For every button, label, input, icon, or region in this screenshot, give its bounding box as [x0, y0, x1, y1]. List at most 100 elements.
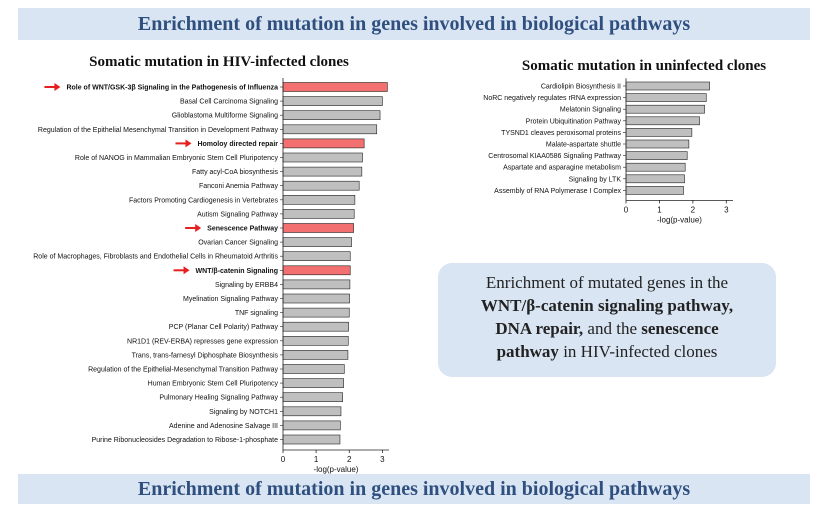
category-label-0-15: Myelination Signaling Pathway — [183, 296, 278, 303]
category-label-1-7: Aspartate and asparagine metabolism — [503, 165, 621, 172]
callout-and: and the — [583, 319, 642, 338]
category-label-0-6: Fatty acyl-CoA biosynthesis — [192, 169, 278, 176]
category-label-0-9: Autism Signaling Pathway — [197, 211, 278, 218]
callout-dna-repair: DNA repair, — [495, 319, 584, 338]
highlight-arrow-0 — [44, 83, 61, 91]
category-label-0-1: Basal Cell Carcinoma Signaling — [180, 99, 278, 106]
category-label-0-4: Homoloy directed repair — [197, 141, 278, 148]
category-label-0-0: Role of WNT/GSK-3β Signaling in the Path… — [66, 85, 278, 92]
bottom-banner: Enrichment of mutation in genes involved… — [18, 474, 810, 504]
x-axis-label-0: -log(p-value) — [314, 465, 359, 474]
hiv-chart-title: Somatic mutation in HIV-infected clones — [89, 54, 349, 70]
x-tick-label-0-0: 0 — [281, 455, 286, 464]
category-label-1-4: TYSND1 cleaves peroxisomal proteins — [501, 130, 621, 137]
bar-0-6 — [282, 166, 363, 177]
bar-0-13 — [282, 265, 351, 276]
x-tick-label-0-1: 1 — [314, 455, 319, 464]
category-label-0-8: Factors Promoting Cardiogenesis in Verte… — [129, 197, 279, 204]
category-label-1-8: Signaling by LTK — [569, 176, 622, 183]
bar-0-14 — [282, 279, 351, 290]
x-tick-label-0-2: 2 — [347, 455, 352, 464]
bar-0-10 — [282, 223, 354, 233]
category-label-1-1: NoRC negatively regulates rRNA expressio… — [483, 95, 621, 102]
category-label-0-18: NR1D1 (REV-ERBA) represses gene expressi… — [127, 338, 278, 345]
category-label-0-11: Ovarian Cancer Signaling — [198, 240, 278, 247]
x-tick-label-1-1: 1 — [657, 205, 662, 214]
bar-0-3 — [282, 124, 378, 135]
category-label-0-3: Regulation of the Epithelial Mesenchymal… — [38, 127, 279, 134]
category-label-0-25: Purine Ribonucleosides Degradation to Ri… — [92, 437, 279, 444]
category-label-0-16: TNF signaling — [235, 310, 278, 317]
bar-0-5 — [282, 152, 363, 163]
category-label-1-0: Cardiolipin Biosynthesis II — [541, 84, 621, 91]
bar-0-4 — [282, 138, 365, 149]
summary-callout: Enrichment of mutated genes in the WNT/β… — [438, 263, 776, 377]
uninfected-chart: Cardiolipin Biosynthesis II NoRC negative… — [483, 78, 733, 224]
x-tick-label-1-3: 3 — [724, 205, 729, 214]
x-tick-label-1-0: 0 — [624, 205, 629, 214]
bar-1-6 — [625, 151, 688, 160]
bar-0-12 — [282, 251, 351, 261]
category-label-0-12: Role of Macrophages, Fibroblasts and End… — [33, 254, 278, 261]
category-label-0-17: PCP (Planar Cell Polarity) Pathway — [169, 324, 279, 331]
bar-0-8 — [282, 195, 356, 205]
category-label-0-7: Fanconi Anemia Pathway — [199, 183, 278, 190]
bar-0-2 — [282, 110, 381, 120]
category-label-0-21: Human Embryonic Stem Cell Pluripotency — [148, 381, 279, 388]
category-label-1-9: Assembly of RNA Polymerase I Complex — [494, 188, 621, 195]
category-label-0-19: Trans, trans-farnesyl Diphosphate Biosyn… — [132, 352, 279, 359]
callout-senescence: senescence — [641, 319, 719, 338]
bar-0-19 — [282, 350, 349, 360]
uninfected-chart-title: Somatic mutation in uninfected clones — [522, 58, 766, 74]
bar-1-1 — [625, 93, 707, 102]
bar-1-4 — [625, 128, 693, 137]
bar-0-21 — [282, 378, 344, 388]
callout-tail: in HIV-infected clones — [558, 342, 718, 361]
category-label-0-10: Senescence Pathway — [207, 226, 278, 233]
bar-0-24 — [282, 420, 341, 431]
bar-1-3 — [625, 116, 700, 126]
bar-1-5 — [625, 139, 690, 149]
bar-0-17 — [282, 321, 349, 332]
category-label-0-14: Signaling by ERBB4 — [215, 282, 278, 289]
bar-0-16 — [282, 307, 350, 318]
category-label-0-20: Regulation of the Epithelial-Mesenchymal… — [88, 367, 278, 374]
bar-0-9 — [282, 209, 355, 219]
callout-line1: Enrichment of mutated genes in the — [485, 273, 729, 292]
category-label-1-2: Melatonin Signaling — [560, 107, 621, 114]
category-label-0-5: Role of NANOG in Mammalian Embryonic Ste… — [75, 155, 279, 162]
bar-0-1 — [282, 96, 383, 106]
bar-0-7 — [282, 180, 360, 191]
highlight-arrow-10 — [185, 224, 202, 232]
callout-pathway: pathway — [496, 342, 559, 361]
category-label-0-23: Signaling by NOTCH1 — [209, 409, 278, 416]
hiv-chart: Role of WNT/GSK-3β Signaling in the Path… — [33, 77, 389, 474]
highlight-arrow-4 — [175, 139, 192, 148]
x-tick-label-0-3: 3 — [380, 455, 385, 464]
top-banner: Enrichment of mutation in genes involved… — [18, 8, 810, 40]
bar-0-25 — [282, 434, 341, 445]
bar-1-0 — [625, 81, 710, 91]
category-label-1-6: Centrosomal KIAA0586 Signaling Pathway — [488, 153, 621, 160]
bar-1-8 — [625, 174, 685, 184]
bar-0-20 — [282, 364, 345, 374]
x-tick-label-1-2: 2 — [691, 205, 696, 214]
category-label-0-22: Pulmonary Healing Signaling Pathway — [159, 395, 278, 402]
bar-1-2 — [625, 104, 705, 114]
bar-0-11 — [282, 237, 352, 247]
category-label-0-13: WNT/β-catenin Signaling — [196, 268, 278, 275]
bar-1-7 — [625, 162, 686, 172]
bar-1-9 — [625, 186, 684, 195]
category-label-0-24: Adenine and Adenosine Salvage III — [169, 423, 278, 430]
bar-0-23 — [282, 406, 342, 417]
x-axis-label-1: -log(p-value) — [657, 215, 702, 224]
category-label-1-3: Protein Ubiquitination Pathway — [526, 118, 622, 125]
highlight-arrow-13 — [173, 266, 190, 275]
category-label-1-5: Malate-aspartate shuttle — [546, 142, 621, 149]
bar-0-0 — [282, 82, 388, 92]
callout-wnt: WNT/β-catenin signaling pathway, — [480, 296, 734, 315]
bar-0-22 — [282, 392, 343, 403]
bar-0-15 — [282, 293, 350, 304]
category-label-0-2: Glioblastoma Multiforme Signaling — [172, 113, 278, 120]
